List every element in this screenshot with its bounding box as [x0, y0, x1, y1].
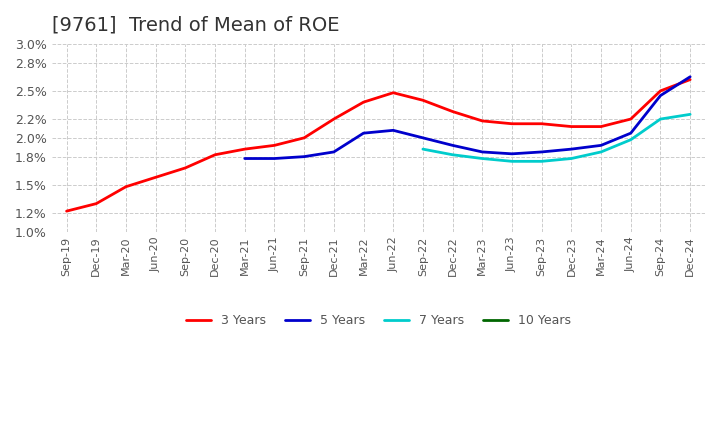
5 Years — [626, 131, 635, 136]
7 Years — [597, 149, 606, 154]
Text: [9761]  Trend of Mean of ROE: [9761] Trend of Mean of ROE — [52, 15, 339, 34]
5 Years — [389, 128, 397, 133]
7 Years — [478, 156, 487, 161]
7 Years — [686, 112, 695, 117]
5 Years — [449, 143, 457, 148]
5 Years — [508, 151, 516, 157]
Line: 7 Years: 7 Years — [423, 114, 690, 161]
5 Years — [270, 156, 279, 161]
3 Years — [418, 98, 427, 103]
7 Years — [449, 152, 457, 158]
3 Years — [567, 124, 576, 129]
5 Years — [359, 131, 368, 136]
3 Years — [597, 124, 606, 129]
5 Years — [597, 143, 606, 148]
7 Years — [626, 137, 635, 143]
7 Years — [656, 117, 665, 122]
5 Years — [686, 74, 695, 79]
7 Years — [508, 159, 516, 164]
3 Years — [300, 135, 308, 140]
3 Years — [359, 99, 368, 105]
3 Years — [151, 175, 160, 180]
5 Years — [240, 156, 249, 161]
7 Years — [537, 159, 546, 164]
7 Years — [418, 147, 427, 152]
3 Years — [62, 209, 71, 214]
5 Years — [478, 149, 487, 154]
3 Years — [449, 109, 457, 114]
3 Years — [626, 117, 635, 122]
3 Years — [686, 77, 695, 82]
5 Years — [330, 149, 338, 154]
3 Years — [122, 184, 130, 189]
3 Years — [537, 121, 546, 126]
3 Years — [92, 201, 101, 206]
5 Years — [537, 149, 546, 154]
3 Years — [270, 143, 279, 148]
Line: 5 Years: 5 Years — [245, 77, 690, 158]
3 Years — [211, 152, 220, 158]
5 Years — [656, 93, 665, 98]
Line: 3 Years: 3 Years — [66, 80, 690, 211]
5 Years — [418, 135, 427, 140]
5 Years — [300, 154, 308, 159]
3 Years — [240, 147, 249, 152]
3 Years — [478, 118, 487, 124]
3 Years — [181, 165, 189, 171]
Legend: 3 Years, 5 Years, 7 Years, 10 Years: 3 Years, 5 Years, 7 Years, 10 Years — [181, 309, 575, 333]
3 Years — [656, 88, 665, 94]
7 Years — [567, 156, 576, 161]
3 Years — [389, 90, 397, 95]
5 Years — [567, 147, 576, 152]
3 Years — [508, 121, 516, 126]
3 Years — [330, 117, 338, 122]
